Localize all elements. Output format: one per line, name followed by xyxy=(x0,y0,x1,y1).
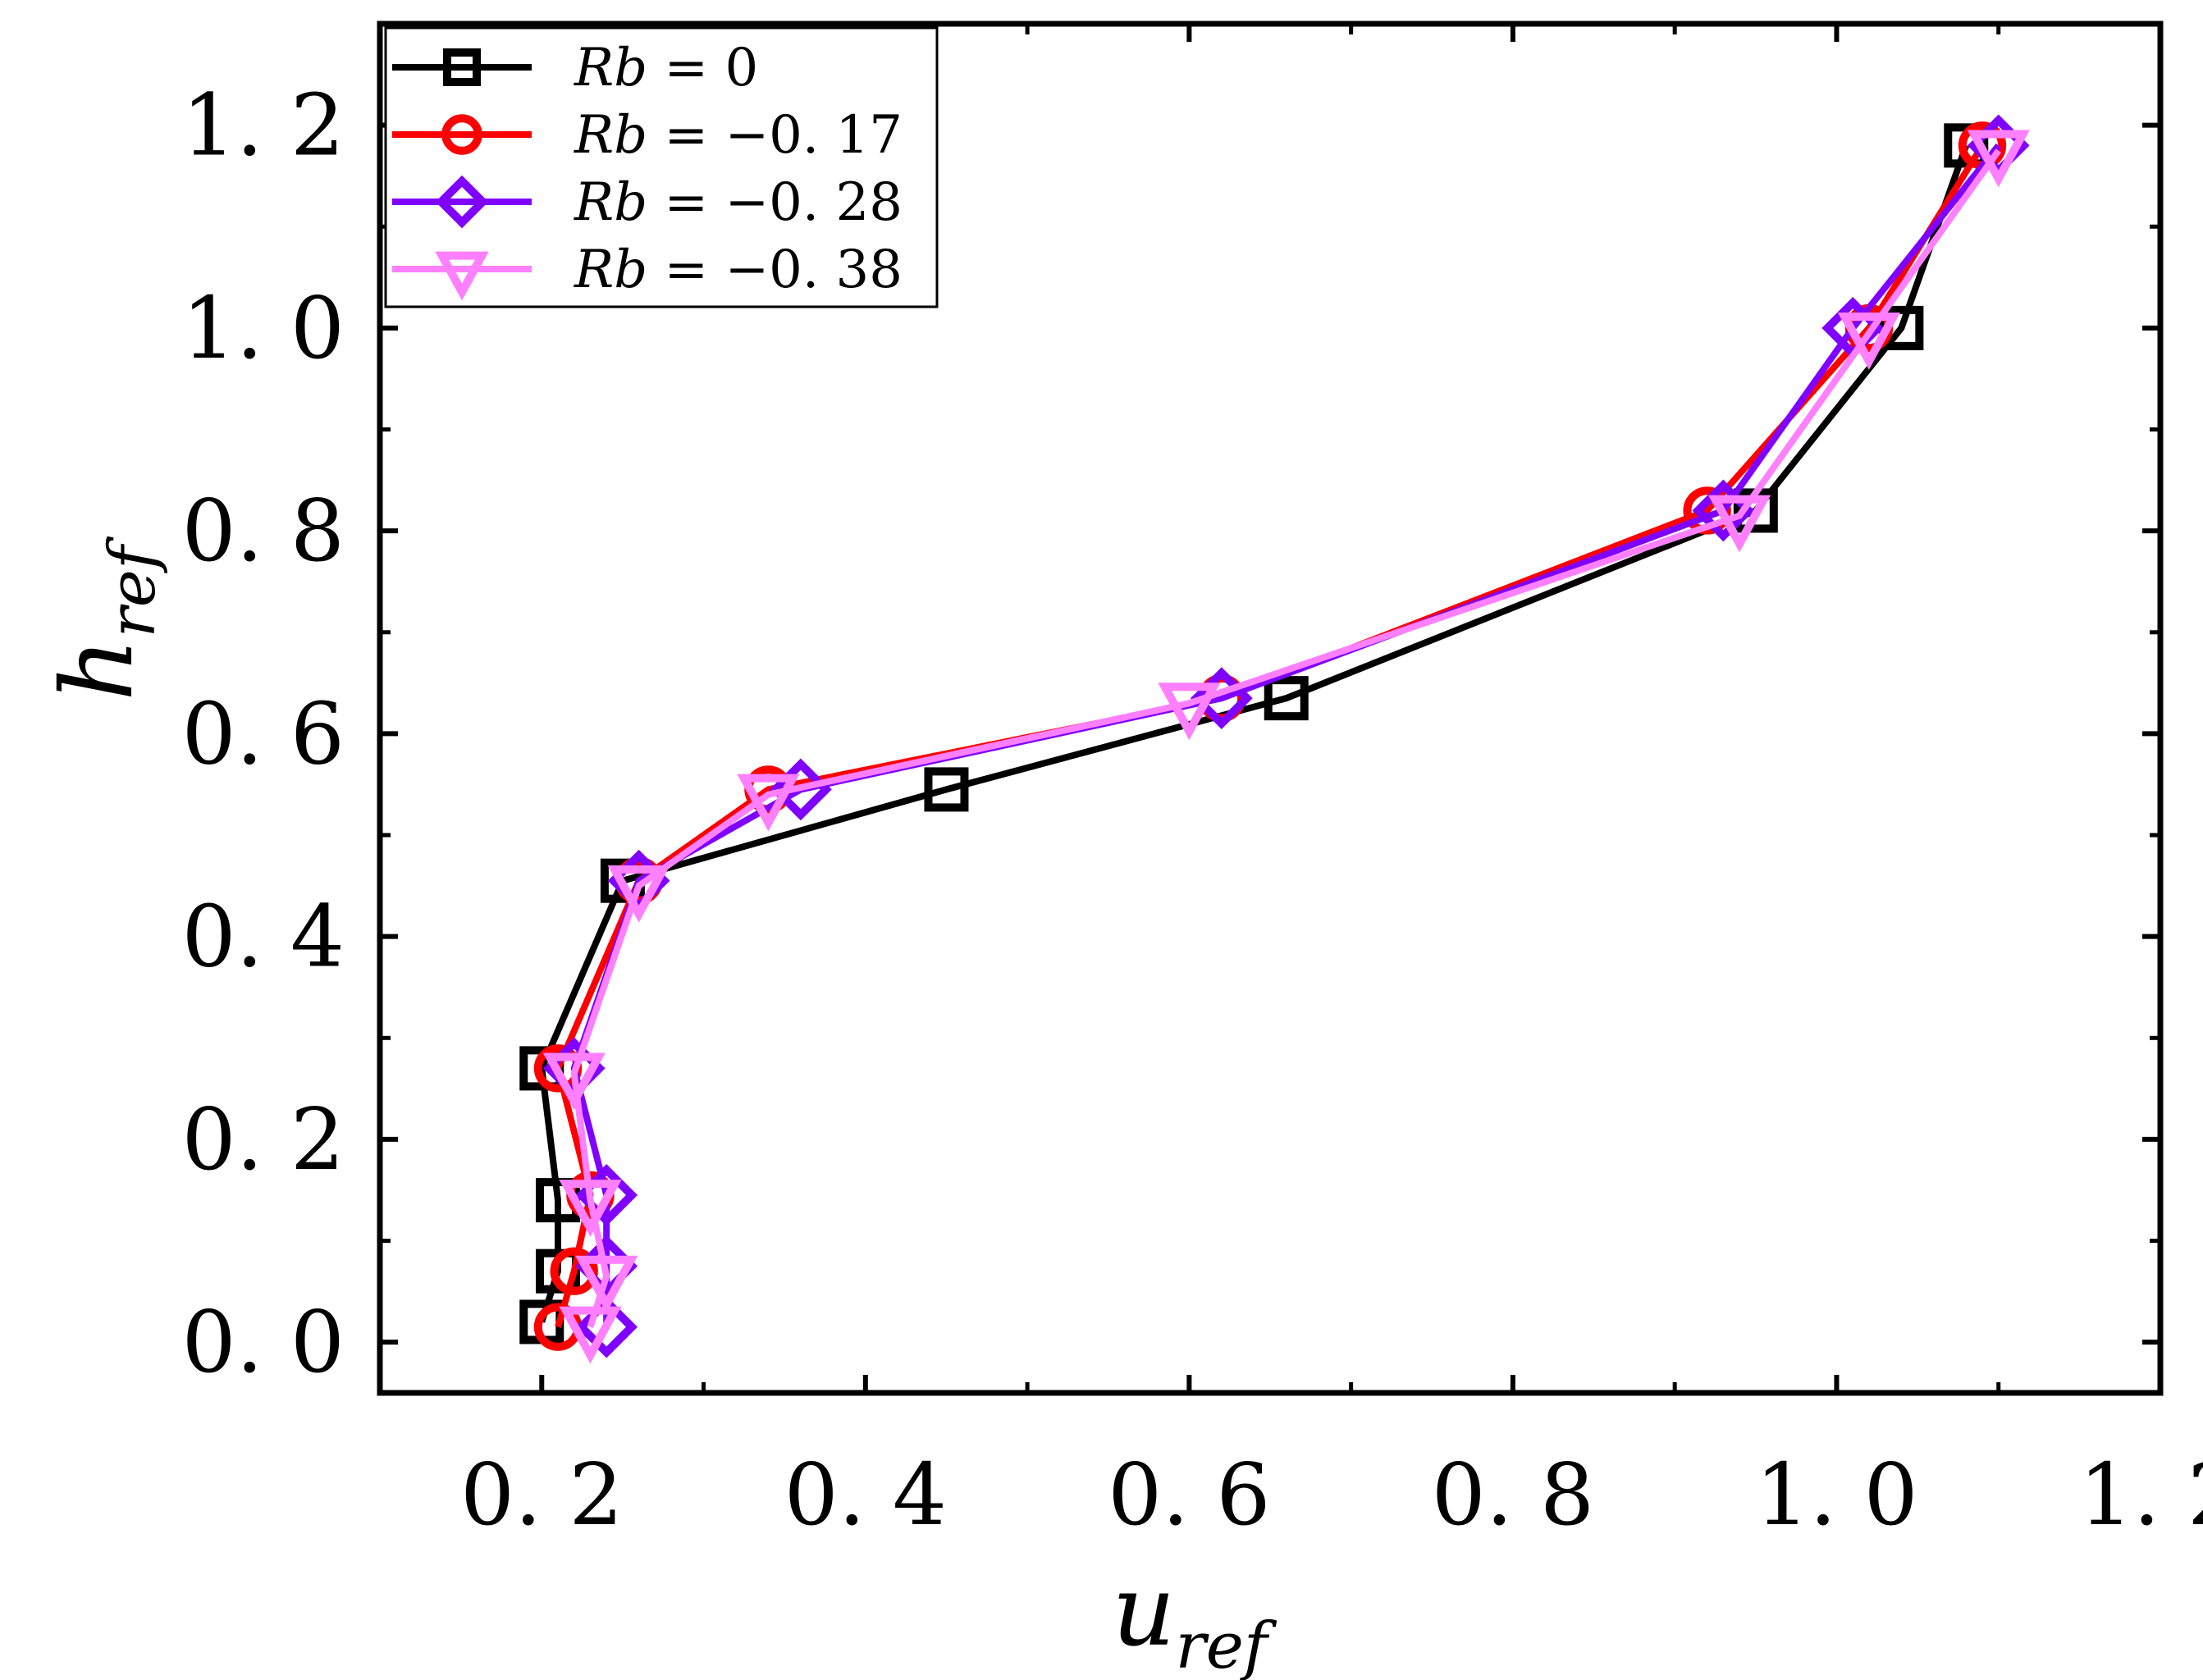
square-marker xyxy=(1264,676,1309,721)
y-tick-label: 0. 6 xyxy=(182,683,345,783)
x-tick-label: 0. 4 xyxy=(784,1445,947,1545)
y-tick-label: 0. 8 xyxy=(182,481,345,581)
legend-item: Rb = −0. 28 xyxy=(392,172,903,233)
legend-label: Rb = −0. 28 xyxy=(574,172,903,233)
series-triangle-down xyxy=(542,130,2030,1364)
legend-label: Rb = 0 xyxy=(574,38,758,98)
plot-area xyxy=(377,21,2164,1396)
legend-item: Rb = −0. 38 xyxy=(392,240,903,301)
series-line xyxy=(570,143,2001,1327)
x-axis-title: uref xyxy=(1112,1554,1277,1680)
triangle-down-marker xyxy=(1707,495,1771,553)
series-line xyxy=(554,144,1986,1328)
y-tick-label: 1. 0 xyxy=(182,278,345,378)
triangle-down-marker xyxy=(1967,130,2030,188)
square-marker xyxy=(443,48,481,86)
y-tick-label: 0. 0 xyxy=(182,1292,345,1392)
y-tick-label: 1. 2 xyxy=(182,75,345,176)
x-tick-label: 0. 2 xyxy=(460,1445,623,1545)
plot-frame xyxy=(377,21,2164,1396)
series-square xyxy=(519,123,1989,1344)
x-tick-label: 0. 6 xyxy=(1108,1445,1270,1545)
circle-marker xyxy=(550,1247,598,1295)
diamond-marker xyxy=(435,175,489,229)
series-layer xyxy=(519,114,2030,1364)
x-tick-label: 1. 0 xyxy=(1755,1445,1917,1545)
triangle-down-marker xyxy=(1837,313,1901,370)
series-line xyxy=(538,144,1970,1323)
x-tick-label: 1. 2 xyxy=(2079,1445,2203,1545)
triangle-down-marker xyxy=(607,865,670,923)
triangle-down-marker xyxy=(559,1306,622,1364)
series-line xyxy=(570,148,2001,1328)
series-circle xyxy=(533,121,2007,1351)
triangle-down-marker xyxy=(435,251,489,301)
y-tick-label: 0. 4 xyxy=(182,887,345,987)
triangle-down-marker xyxy=(1158,682,1221,741)
triangle-down-marker xyxy=(575,1255,638,1313)
triangle-down-marker xyxy=(737,774,800,832)
legend-item: Rb = −0. 17 xyxy=(392,105,903,166)
x-tick-label: 0. 8 xyxy=(1432,1445,1594,1545)
triangle-down-marker xyxy=(559,1180,622,1237)
legend-label: Rb = −0. 17 xyxy=(574,105,903,166)
x-axis-tick-labels: 0. 2 0. 4 0. 6 0. 8 1. 0 1. 2 xyxy=(460,1445,2203,1545)
legend-item: Rb = 0 xyxy=(392,38,758,98)
y-axis-tick-labels: 0. 0 0. 2 0. 4 0. 6 0. 8 1. 0 1. 2 xyxy=(182,75,345,1393)
y-tick-label: 0. 2 xyxy=(182,1089,345,1189)
legend-label: Rb = −0. 38 xyxy=(574,240,903,300)
square-marker xyxy=(924,767,969,812)
triangle-down-marker xyxy=(542,1052,606,1111)
circle-marker xyxy=(441,114,482,155)
y-axis-ticks xyxy=(380,21,2160,1345)
y-axis-title: href xyxy=(41,536,170,701)
